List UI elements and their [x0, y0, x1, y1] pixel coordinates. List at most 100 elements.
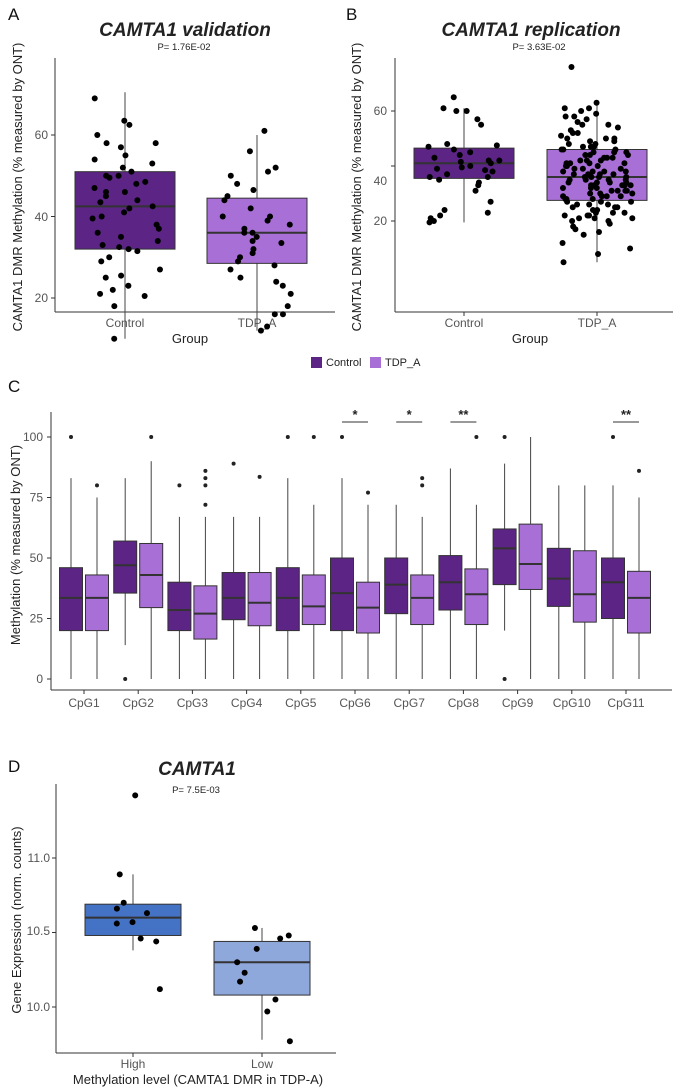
panel-b-tdp-point: [621, 209, 628, 216]
panel-b-tdp-point: [614, 204, 621, 211]
panel-d-xtick-low: Low: [251, 1057, 273, 1071]
panel-b-tdp-point: [582, 152, 589, 158]
panel-d-low-box: [213, 940, 311, 996]
panel-c-control-outlier: [340, 435, 344, 439]
panel-a-control-point: [121, 209, 128, 216]
panel-b-tdp-point: [569, 130, 576, 136]
panel-b-xtick-tdp: TDP_A: [578, 316, 617, 330]
panel-c-tdp-outlier: [203, 476, 208, 481]
panel-c-control-outlier: [502, 435, 507, 439]
panel-c-tdp-outlier: [420, 483, 425, 488]
panel-c-xtick: CpG8: [448, 696, 480, 710]
panel-b-ytick: 20: [374, 214, 388, 228]
panel-a-tdp-point: [250, 187, 257, 194]
panel-b-control-point: [441, 207, 448, 213]
panel-b-tdp-point: [602, 135, 609, 142]
panel-b-tdp-point: [564, 135, 571, 142]
panel-b-tdp-point: [610, 171, 617, 178]
panel-b-tdp-point: [593, 185, 600, 191]
panel-a-tdp-point: [271, 311, 278, 318]
panel-a-control-point: [133, 180, 140, 187]
panel-a-control-point: [115, 172, 122, 179]
panel-b-tdp-point: [591, 215, 598, 222]
panel-b-tdp-point: [572, 226, 579, 233]
panel-b-tdp-point: [629, 215, 636, 222]
panel-b-tdp-point: [614, 187, 621, 194]
panel-c-tdp-outlier: [637, 468, 641, 473]
panel-c-tdp-outlier: [203, 502, 208, 507]
panel-b-tdp-point: [574, 130, 581, 136]
panel-b-control-point: [482, 167, 489, 174]
panel-a-control-point: [141, 292, 148, 299]
panel-a-control-point: [111, 303, 118, 310]
panel-b-tdp-point: [595, 229, 602, 235]
panel-c-tdp-box: [572, 550, 597, 623]
panel-c-xtick: CpG2: [123, 696, 155, 710]
panel-b-ytick: 40: [374, 174, 388, 188]
panel-b-tdp-point: [629, 190, 636, 197]
panel-a-control-point: [91, 95, 98, 102]
panel-c-tdp-box: [627, 570, 651, 634]
panel-c-control-outlier: [69, 435, 73, 439]
panel-c-control-box: [167, 581, 192, 632]
panel-d-xlabel: Methylation level (CAMTA1 DMR in TDP-A): [73, 1072, 323, 1087]
panel-b-tdp-point: [561, 212, 568, 219]
panel-a-tdp-point: [219, 213, 226, 220]
panel-a-control-point: [142, 178, 149, 185]
panel-b-tdp-point: [571, 165, 578, 172]
legend-swatch-control: [311, 357, 322, 368]
panel-b-tdp-point: [565, 141, 572, 147]
panel-a-control-point: [121, 117, 128, 124]
panel-a-control-point: [128, 168, 135, 175]
panel-c-tdp-outlier: [203, 483, 208, 488]
panel-a-tdp-point: [273, 278, 280, 285]
panel-c-ytick: 50: [30, 551, 44, 565]
panel-b-tdp-point: [605, 121, 612, 128]
panel-c-letter: C: [8, 377, 20, 396]
panel-c-control-outlier: [231, 461, 236, 466]
panel-c-legend: Control TDP_A: [311, 357, 421, 369]
panel-a-control-point: [118, 272, 125, 279]
panel-a-tdp-point: [246, 148, 253, 155]
panel-b-tdp-point: [603, 193, 610, 200]
panel-d-high-point: [129, 919, 136, 926]
panel-b-tdp-point: [567, 160, 574, 167]
panel-b-tdp-point: [589, 196, 596, 202]
panel-b-tdp-point: [596, 174, 603, 180]
panel-d-low-point: [264, 1008, 271, 1015]
panel-d-high-point: [116, 871, 123, 878]
panel-b-control-point: [463, 108, 470, 114]
panel-b-control-point: [489, 168, 496, 175]
panel-c-xtick: CpG10: [553, 696, 591, 710]
panel-d-xtick-high: High: [121, 1057, 146, 1071]
panel-a-ytick: 40: [35, 210, 49, 224]
panel-b-tdp-point: [560, 259, 567, 266]
panel-b-control-point: [440, 105, 447, 112]
panel-d-high-point: [113, 905, 120, 912]
panel-b-tdp-point: [627, 182, 634, 189]
panel-a-tdp-point: [221, 197, 228, 204]
panel-a-control-point: [152, 140, 159, 147]
panel-c-significance-star: **: [458, 407, 469, 422]
panel-a-tdp-point: [227, 172, 234, 179]
panel-c-control-box: [546, 547, 571, 607]
panel-b-control-point: [450, 94, 457, 101]
panel-b-control-point: [426, 219, 433, 226]
panel-b-tdp-point: [604, 201, 611, 208]
panel-c-significance-star: *: [407, 407, 413, 422]
panel-b-tdp-point: [589, 168, 596, 175]
panel-d-ytick: 10.0: [27, 1000, 51, 1014]
panel-b-tdp-point: [609, 154, 616, 161]
panel-b-tdp-point: [606, 179, 613, 186]
panel-b-tdp-point: [569, 204, 576, 211]
panel-a-letter: A: [8, 5, 20, 24]
panel-b-tdp-point: [590, 143, 597, 150]
panel-a-control-point: [149, 160, 156, 167]
panel-c-control-box: [492, 528, 517, 586]
panel-a-control-point: [102, 274, 109, 281]
panel-a-control-point: [111, 335, 118, 342]
panel-c-ytick: 25: [30, 612, 44, 626]
panel-c-significance-star: **: [621, 407, 632, 422]
panel-a-tdp-point: [224, 193, 231, 200]
panel-a-tdp-point: [278, 239, 285, 246]
